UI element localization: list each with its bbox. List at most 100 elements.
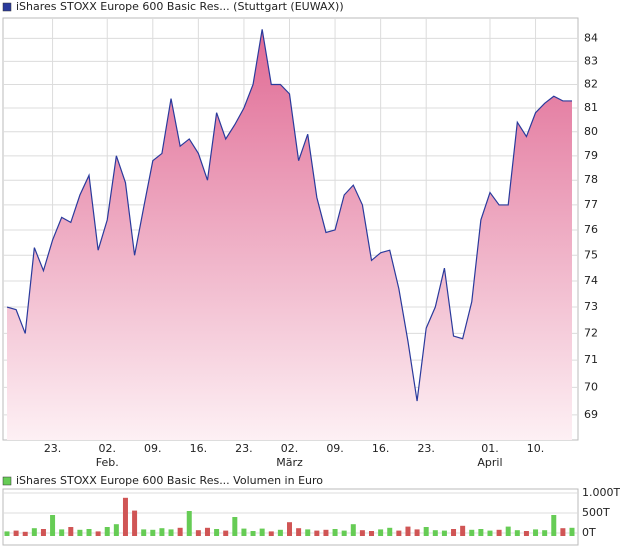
volume-bar [287, 522, 292, 536]
y-tick-label: 80 [584, 125, 598, 138]
x-tick-label: 23. [417, 442, 435, 455]
volume-bar [195, 530, 201, 536]
y-tick-label: 77 [584, 198, 598, 211]
volume-bar [104, 527, 110, 536]
volume-bar [314, 530, 320, 536]
volume-bar [268, 531, 274, 536]
x-group-label: März [276, 456, 303, 469]
volume-bar [323, 529, 329, 536]
y-tick-label: 1.000T [582, 486, 620, 499]
volume-bar [469, 529, 475, 536]
volume-bar [13, 530, 19, 536]
volume-bar [341, 530, 347, 536]
volume-bar [332, 529, 338, 536]
volume-bar [542, 530, 548, 536]
volume-bar [232, 517, 238, 536]
volume-bar [59, 529, 65, 536]
volume-bar [250, 531, 256, 536]
y-tick-label: 78 [584, 173, 598, 186]
volume-plot-area [2, 488, 579, 546]
volume-bar [496, 529, 502, 536]
volume-bar [369, 531, 375, 536]
volume-bar [22, 531, 28, 536]
volume-bar [405, 526, 411, 536]
volume-bar [478, 529, 484, 536]
legend-swatch [2, 476, 12, 486]
volume-bar [350, 524, 356, 536]
volume-bar [378, 529, 384, 536]
y-tick-label: 73 [584, 300, 598, 313]
x-tick-label: 16. [372, 442, 390, 455]
y-tick-label: 81 [584, 101, 598, 114]
volume-bar [514, 530, 520, 536]
y-tick-label: 70 [584, 380, 598, 393]
volume-bar [214, 529, 220, 536]
volume-bar [296, 528, 302, 536]
y-tick-label: 74 [584, 274, 598, 287]
volume-bar [141, 529, 147, 536]
volume-bar [241, 528, 247, 536]
volume-bar [168, 529, 174, 536]
volume-bar [305, 529, 311, 536]
x-tick-label: 09. [326, 442, 344, 455]
y-tick-label: 72 [584, 326, 598, 339]
volume-bar [569, 527, 575, 536]
legend-label: iShares STOXX Europe 600 Basic Res... (S… [16, 0, 344, 13]
volume-bar [177, 527, 183, 536]
y-tick-label: 79 [584, 149, 598, 162]
volume-bar [423, 527, 429, 536]
x-tick-label: 23. [44, 442, 62, 455]
volume-bar [68, 527, 74, 536]
area-fill [7, 29, 572, 441]
volume-bar [259, 528, 265, 536]
volume-bar [396, 530, 402, 536]
volume-bar [223, 530, 229, 536]
volume-bar [159, 528, 165, 536]
volume-bar [40, 529, 46, 536]
volume-bar [387, 527, 393, 536]
volume-bar [186, 511, 192, 536]
volume-bar [523, 531, 529, 536]
volume-bar [77, 529, 83, 536]
x-tick-label: 16. [190, 442, 208, 455]
volume-bar [432, 530, 438, 536]
y-tick-label: 82 [584, 78, 598, 91]
volume-bar [505, 526, 511, 536]
volume-bar [150, 529, 156, 536]
x-group-label: Feb. [96, 456, 119, 469]
x-tick-label: 02. [281, 442, 299, 455]
volume-bar [122, 497, 128, 536]
volume-bar [86, 529, 92, 536]
y-tick-label: 69 [584, 408, 598, 421]
legend-label: iShares STOXX Europe 600 Basic Res... Vo… [16, 474, 323, 487]
volume-bar [50, 515, 56, 536]
volume-bar [414, 529, 420, 536]
volume-bar [451, 529, 457, 536]
x-tick-label: 02. [98, 442, 116, 455]
y-tick-label: 75 [584, 248, 598, 261]
volume-bar [487, 530, 493, 536]
volume-bar [113, 524, 119, 536]
y-tick-label: 0T [582, 526, 596, 539]
volume-bar [204, 527, 210, 536]
y-tick-label: 71 [584, 353, 598, 366]
x-tick-label: 23. [235, 442, 253, 455]
volume-bar [551, 515, 557, 536]
volume-bar [4, 531, 10, 536]
y-tick-label: 500T [582, 506, 610, 519]
volume-bar [533, 529, 539, 536]
volume-bar [31, 528, 37, 536]
volume-bar [277, 529, 283, 536]
volume-bar [359, 530, 365, 536]
volume-bar [441, 530, 447, 536]
volume-bar [460, 525, 466, 536]
price-line [6, 29, 572, 402]
volume-bar [132, 510, 138, 536]
x-tick-label: 10. [527, 442, 545, 455]
y-tick-label: 83 [584, 54, 598, 67]
legend-swatch [2, 2, 12, 12]
x-group-label: April [477, 456, 502, 469]
y-tick-label: 84 [584, 31, 598, 44]
x-tick-label: 09. [144, 442, 162, 455]
